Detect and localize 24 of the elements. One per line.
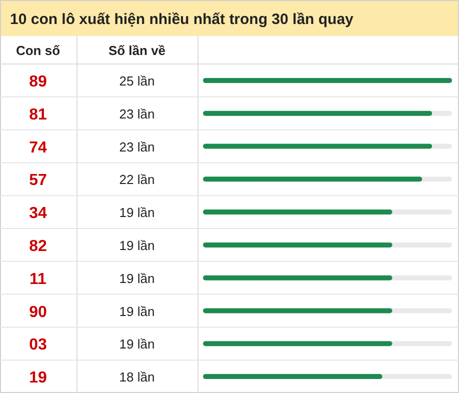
y-tick-label: 34 xyxy=(29,205,47,222)
data-label: 23 lần xyxy=(119,139,155,154)
y-axis-title: Con số xyxy=(16,43,60,58)
data-label: 19 lần xyxy=(119,336,155,352)
data-label: 22 lần xyxy=(119,172,155,188)
y-tick-label: 11 xyxy=(30,270,47,288)
y-tick-label: 57 xyxy=(29,172,47,190)
y-tick-label: 90 xyxy=(29,304,47,321)
data-label: 25 lần xyxy=(119,73,155,88)
data-label: 19 lần xyxy=(119,270,155,286)
data-label: 23 lần xyxy=(119,106,155,122)
bar xyxy=(203,78,452,83)
y-tick-label: 81 xyxy=(29,106,47,124)
y-tick-label: 89 xyxy=(29,73,47,90)
y-tick-label: 82 xyxy=(29,238,47,255)
data-label: 19 lần xyxy=(119,205,155,220)
y-tick-label: 74 xyxy=(29,139,47,156)
y-tick-label: 19 xyxy=(29,370,47,387)
chart-title: 10 con lô xuất hiện nhiều nhất trong 30 lần quay xyxy=(10,11,354,28)
text: Số lần về xyxy=(108,43,166,58)
data-label: 19 lần xyxy=(119,238,155,253)
y-tick-label: 03 xyxy=(29,336,47,354)
data-label: 18 lần xyxy=(119,370,155,385)
data-label: 19 lần xyxy=(119,304,155,319)
